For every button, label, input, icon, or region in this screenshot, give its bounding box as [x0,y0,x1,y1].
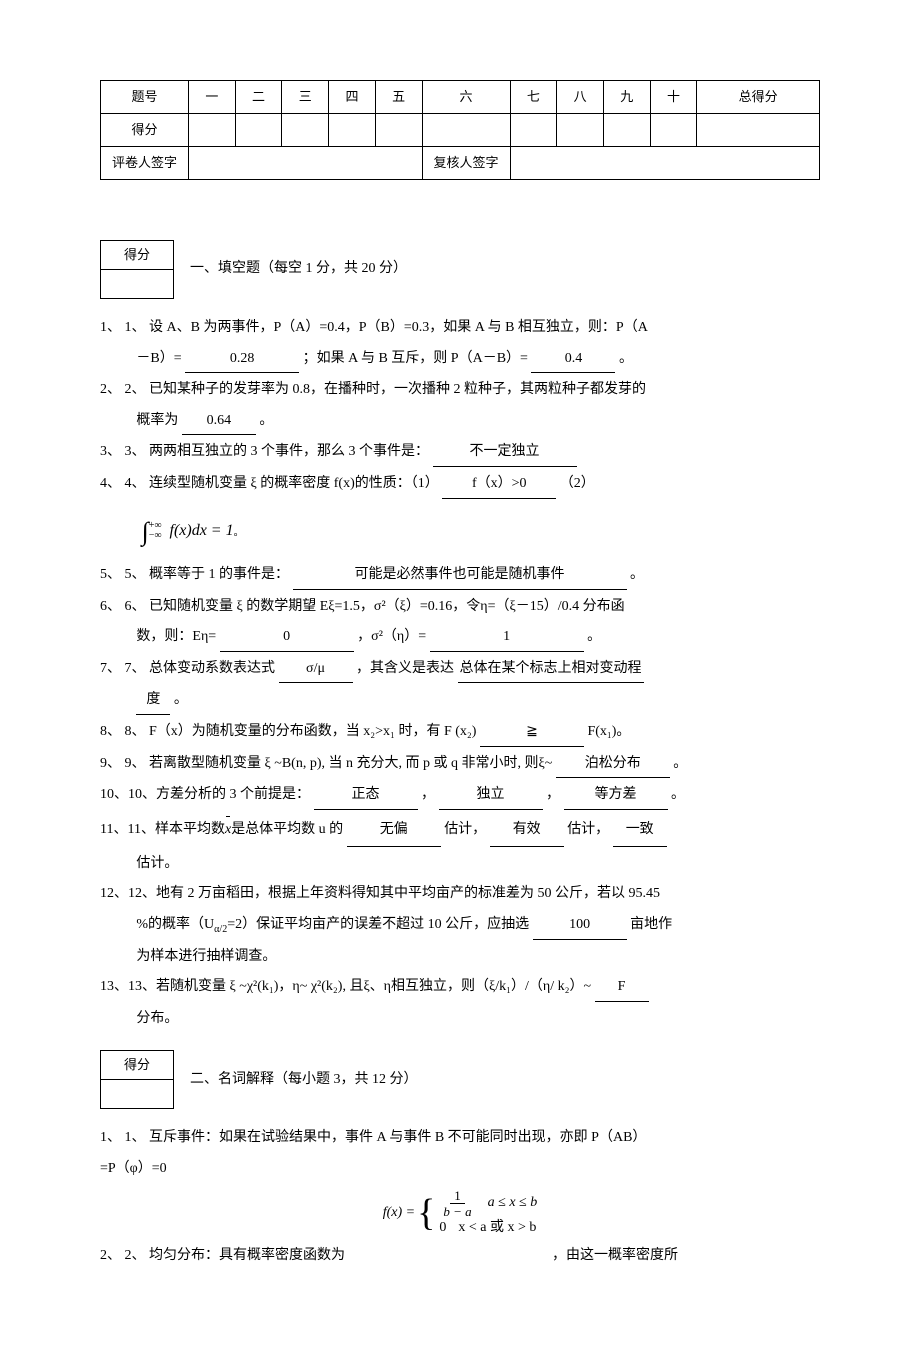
q6-blank2: 1 [430,624,584,652]
section-1-title: 一、填空题（每空 1 分，共 20 分） [190,256,407,283]
q5-blank: 可能是必然事件也可能是随机事件 [293,562,627,590]
q7-blank1: σ/μ [279,656,353,684]
xbar-symbol: x [225,814,231,846]
q1-line2: －B）= 0.28 ；如果 A 与 B 互斥，则 P（A－B）= 0.4 。 [100,346,820,374]
reviewer-sign-label: 复核人签字 [422,147,510,180]
hdr-cell: 一 [189,81,236,114]
section-2-title: 二、名词解释（每小题 3，共 12 分） [190,1067,418,1094]
q7-line1: 7、 7、 总体变动系数表达式 σ/μ ，其含义是表达 总体在某个标志上相对变动… [100,656,820,684]
section-1-header: 得分 一、填空题（每空 1 分，共 20 分） [100,240,820,299]
q10: 10、10、方差分析的 3 个前提是： 正态 ， 独立 ， 等方差 。 [100,782,820,810]
q11-blank1: 无偏 [347,814,441,847]
def1-line2: =P（φ）=0 [100,1156,820,1183]
score-box-label: 得分 [101,1051,174,1080]
q4-line1: 4、 4、 连续型随机变量 ξ 的概率密度 f(x)的性质：（1） f（x）>0… [100,471,820,499]
grader-sign-label: 评卷人签字 [101,147,189,180]
fraction: 1 b − a [439,1189,475,1218]
q12-blank: 100 [533,912,627,940]
hdr-cell: 三 [282,81,329,114]
q1-blank1: 0.28 [185,346,299,374]
section-score-box-2: 得分 [100,1050,174,1109]
q1-blank2: 0.4 [531,346,615,374]
q8-blank: ≧ [480,719,584,747]
hdr-cell: 七 [510,81,557,114]
q2-blank: 0.64 [182,408,256,436]
hdr-cell: 总得分 [697,81,820,114]
q12-line3: 为样本进行抽样调查。 [100,944,820,971]
definitions: 1、 1、 互斥事件：如果在试验结果中，事件 A 与事件 B 不可能同时出现，亦… [100,1125,820,1269]
score-box-blank [101,1080,174,1109]
q7-blank3: 度 [136,687,170,715]
q7-blank2: 总体在某个标志上相对变动程 [458,656,644,684]
hdr-cell: 六 [422,81,510,114]
header-row: 题号 一 二 三 四 五 六 七 八 九 十 总得分 [101,81,820,114]
q11-blank2: 有效 [490,814,564,847]
left-brace-icon: { [417,1194,435,1232]
hdr-cell: 题号 [101,81,189,114]
q11-blank3: 一致 [613,814,667,847]
q13-blank: F [595,974,649,1002]
grader-sign-cell [189,147,423,180]
q9: 9、 9、 若离散型随机变量 ξ ~B(n, p), 当 n 充分大, 而 p … [100,751,820,779]
q12-line2: %的概率（Uα/2=2）保证平均亩产的误差不超过 10 公斤，应抽选 100 亩… [100,912,820,940]
section-2-header: 得分 二、名词解释（每小题 3，共 12 分） [100,1050,820,1109]
fill-blank-questions: 1、 1、 设 A、B 为两事件，P（A）=0.4，P（B）=0.3，如果 A … [100,315,820,1032]
section-score-box: 得分 [100,240,174,299]
q6-line2: 数，则：Eη= 0 ，σ²（η）= 1 。 [100,624,820,652]
q13-line1: 13、13、若随机变量 ξ ~χ²(k₁)，η~ χ²(k₂), 且ξ、η相互独… [100,974,820,1002]
def2-equation: f(x) = { 1 b − a a ≤ x ≤ b 0 x < a 或 x >… [100,1189,820,1238]
score-box-label: 得分 [101,241,174,270]
def2-line: 2、 2、 均匀分布：具有概率密度函数为 ，由这一概率密度所 [100,1243,820,1270]
score-row: 得分 [101,114,820,147]
q10-blank3: 等方差 [564,782,668,810]
score-box-blank [101,270,174,299]
q6-line1: 6、 6、 已知随机变量 ξ 的数学期望 Eξ=1.5，σ²（ξ）=0.16，令… [100,594,820,621]
q5: 5、 5、 概率等于 1 的事件是： 可能是必然事件也可能是随机事件 。 [100,562,820,590]
q2-line1: 2、 2、 已知某种子的发芽率为 0.8，在播种时，一次播种 2 粒种子，其两粒… [100,377,820,404]
q3: 3、 3、 两两相互独立的 3 个事件，那么 3 个事件是： 不一定独立 [100,439,820,467]
hdr-cell: 八 [557,81,604,114]
q10-blank2: 独立 [439,782,543,810]
q4-integral: ∫+∞−∞ f(x)dx = 1。 [100,507,244,556]
hdr-cell: 十 [650,81,697,114]
q8: 8、 8、 F（x）为随机变量的分布函数，当 x₂>x₁ 时，有 F (x₂) … [100,719,820,747]
q11-line1: 11、11、样本平均数x是总体平均数 u 的 无偏 估计， 有效 估计， 一致 [100,814,820,847]
q10-blank1: 正态 [314,782,418,810]
q1-line1: 1、 1、 设 A、B 为两事件，P（A）=0.4，P（B）=0.3，如果 A … [100,315,820,342]
q6-blank1: 0 [220,624,354,652]
q2-line2: 概率为 0.64 。 [100,408,820,436]
q12-line1: 12、12、地有 2 万亩稻田，根据上年资料得知其中平均亩产的标准差为 50 公… [100,881,820,908]
q9-blank: 泊松分布 [556,751,670,779]
hdr-cell: 二 [235,81,282,114]
q7-line2: 度 。 [100,687,820,715]
score-label: 得分 [101,114,189,147]
q13-line2: 分布。 [100,1006,820,1033]
q3-blank: 不一定独立 [433,439,577,467]
signer-row: 评卷人签字 复核人签字 [101,147,820,180]
q11-line2: 估计。 [100,851,820,878]
hdr-cell: 九 [603,81,650,114]
score-header-table: 题号 一 二 三 四 五 六 七 八 九 十 总得分 得分 评卷人签字 复核人签… [100,80,820,180]
q4-blank: f（x）>0 [442,471,556,499]
reviewer-sign-cell [510,147,819,180]
hdr-cell: 四 [329,81,376,114]
hdr-cell: 五 [375,81,422,114]
def1-line1: 1、 1、 互斥事件：如果在试验结果中，事件 A 与事件 B 不可能同时出现，亦… [100,1125,820,1152]
